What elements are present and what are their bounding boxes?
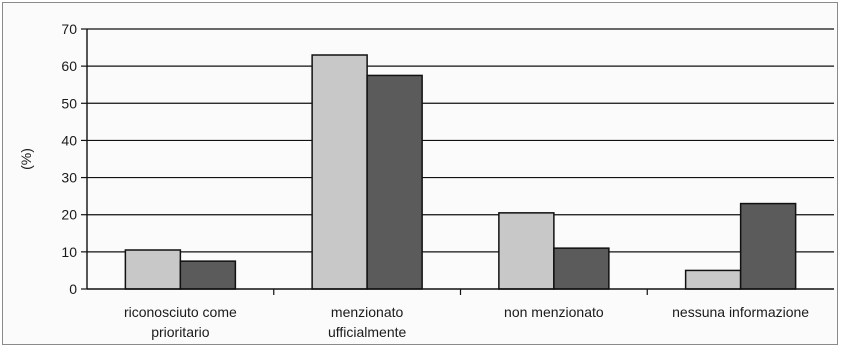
- bar: [739, 202, 797, 290]
- bar: [124, 249, 182, 290]
- bar: [498, 212, 555, 290]
- bar-chart: 0 10 20 30 40 50 60 70 riconosciuto come priorita…: [18, 21, 834, 340]
- x-category-label: nessuna informazione: [672, 304, 809, 320]
- bar: [684, 269, 742, 290]
- gridlines: [87, 28, 834, 253]
- bars: [124, 54, 797, 290]
- bar: [366, 74, 423, 290]
- chart-frame: 0 10 20 30 40 50 60 70 riconosciuto come priorita…: [2, 2, 838, 345]
- x-category-label: riconosciuto come: [124, 304, 237, 320]
- x-category-label: prioritario: [151, 324, 210, 340]
- y-tick-label: 0: [69, 281, 77, 297]
- bar: [311, 54, 368, 290]
- x-category-label: non menzionato: [504, 304, 604, 320]
- y-tick-label: 10: [61, 244, 77, 260]
- bar: [179, 260, 237, 290]
- y-tick-label: 40: [61, 132, 77, 148]
- bar: [553, 247, 610, 290]
- y-tick-label: 20: [61, 207, 77, 223]
- axes: [81, 28, 834, 295]
- y-tick-label: 60: [61, 58, 77, 74]
- y-axis-title: (%): [18, 148, 34, 170]
- x-category-label: menzionato: [331, 304, 404, 320]
- y-tick-label: 30: [61, 170, 77, 186]
- y-tick-label: 70: [61, 21, 77, 37]
- labels: 0 10 20 30 40 50 60 70 riconosciuto come priorita…: [61, 21, 809, 340]
- x-category-label: ufficialmente: [328, 324, 407, 340]
- y-tick-label: 50: [61, 95, 77, 111]
